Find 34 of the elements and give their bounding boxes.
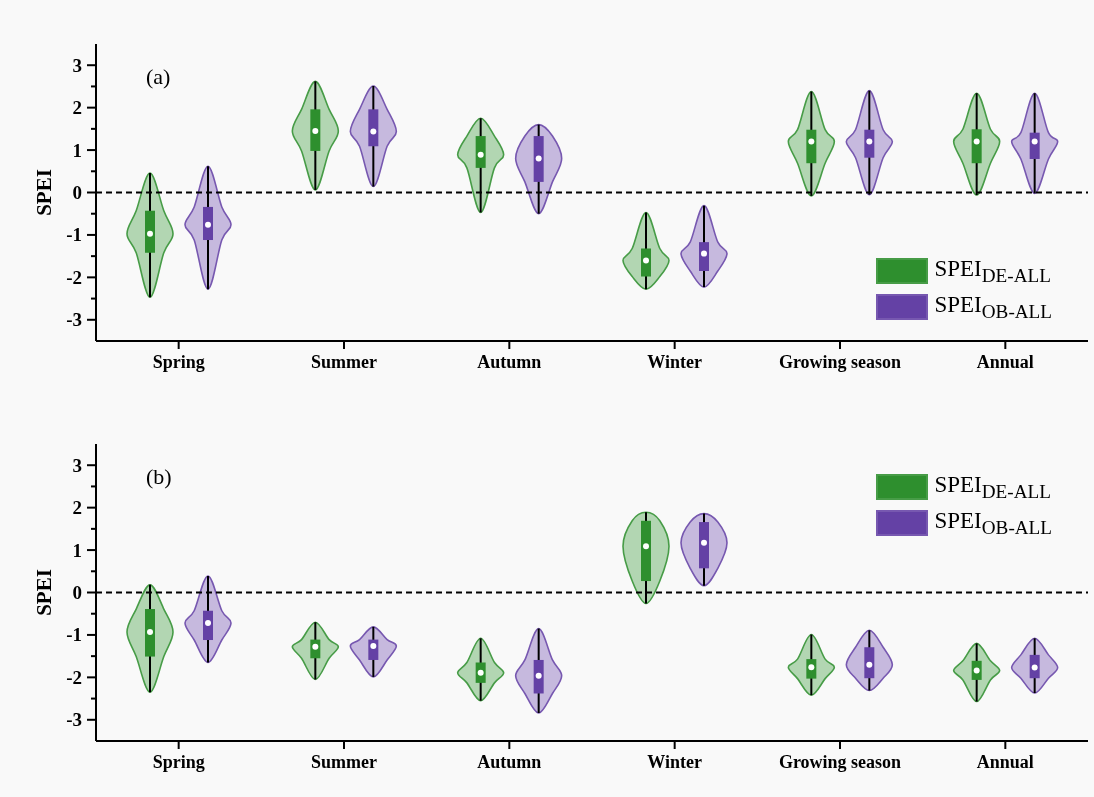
- x-tick-label: Annual: [976, 351, 1034, 372]
- x-tick-label: Autumn: [477, 351, 542, 372]
- x-tick-label: Summer: [311, 351, 377, 372]
- y-tick-label: 1: [72, 539, 82, 561]
- y-tick-label: 3: [72, 454, 82, 476]
- y-tick-label: -1: [66, 224, 82, 246]
- y-axis-title: SPEI: [32, 169, 56, 216]
- x-tick-label: Annual: [976, 751, 1034, 772]
- x-tick-label: Winter: [647, 351, 702, 372]
- y-tick-label: -2: [66, 266, 82, 288]
- legend-label: SPEI$_{OB-ALL}$: [934, 507, 1052, 539]
- legend-label: SPEI$_{OB-ALL}$: [934, 291, 1052, 323]
- x-tick-label: Spring: [152, 751, 205, 772]
- y-tick-label: -3: [66, 309, 82, 331]
- y-tick-label: -1: [66, 624, 82, 646]
- y-tick-label: -3: [66, 709, 82, 731]
- x-tick-label: Summer: [311, 751, 377, 772]
- annotation: (b): [146, 464, 172, 490]
- x-tick-label: Spring: [152, 351, 205, 372]
- x-tick-label: Growing season: [778, 751, 902, 772]
- y-tick-label: 0: [72, 182, 82, 203]
- x-tick-label: Growing season: [778, 351, 902, 372]
- annotation: (a): [146, 64, 171, 90]
- legend-label: SPEI$_{DE-ALL}$: [934, 255, 1051, 287]
- y-axis-title: SPEI: [32, 569, 56, 616]
- y-tick-label: 2: [72, 497, 82, 519]
- x-tick-label: Winter: [647, 751, 702, 772]
- y-tick-label: 1: [72, 139, 82, 161]
- y-tick-label: -2: [66, 666, 82, 688]
- legend-label: SPEI$_{DE-ALL}$: [934, 471, 1051, 503]
- y-tick-label: 0: [72, 582, 82, 603]
- x-tick-label: Autumn: [477, 751, 542, 772]
- y-tick-label: 3: [72, 54, 82, 76]
- y-tick-label: 2: [72, 97, 82, 119]
